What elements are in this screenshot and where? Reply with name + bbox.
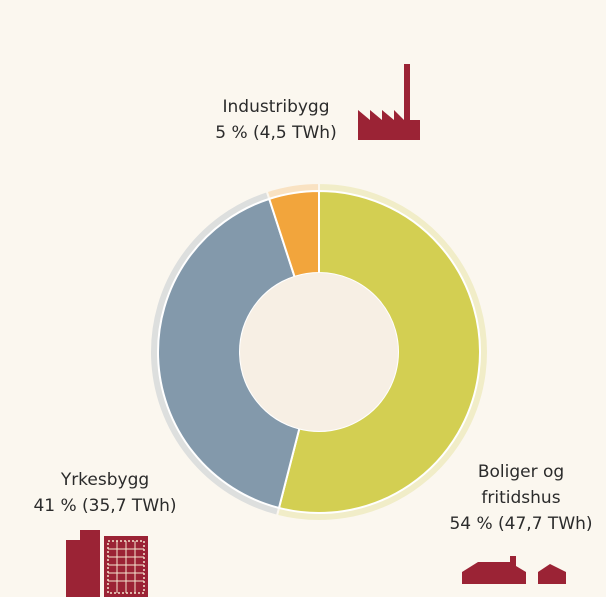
house-icon (462, 556, 566, 584)
category-label: Industribygg (222, 97, 330, 117)
value-label: 54 % (47,7 TWh) (449, 514, 593, 534)
factory-icon (358, 64, 420, 140)
value-label: 41 % (35,7 TWh) (33, 496, 177, 516)
category-label: Boliger og fritidshus (477, 462, 565, 508)
label-industribygg: Industribygg 5 % (4,5 TWh) (186, 94, 366, 146)
label-yrkesbygg: Yrkesbygg 41 % (35,7 TWh) (10, 467, 200, 519)
donut-hole (240, 273, 398, 431)
office-icon (66, 530, 148, 597)
value-label: 5 % (4,5 TWh) (215, 123, 337, 143)
label-boliger: Boliger og fritidshus 54 % (47,7 TWh) (436, 459, 606, 537)
category-label: Yrkesbygg (60, 470, 150, 490)
